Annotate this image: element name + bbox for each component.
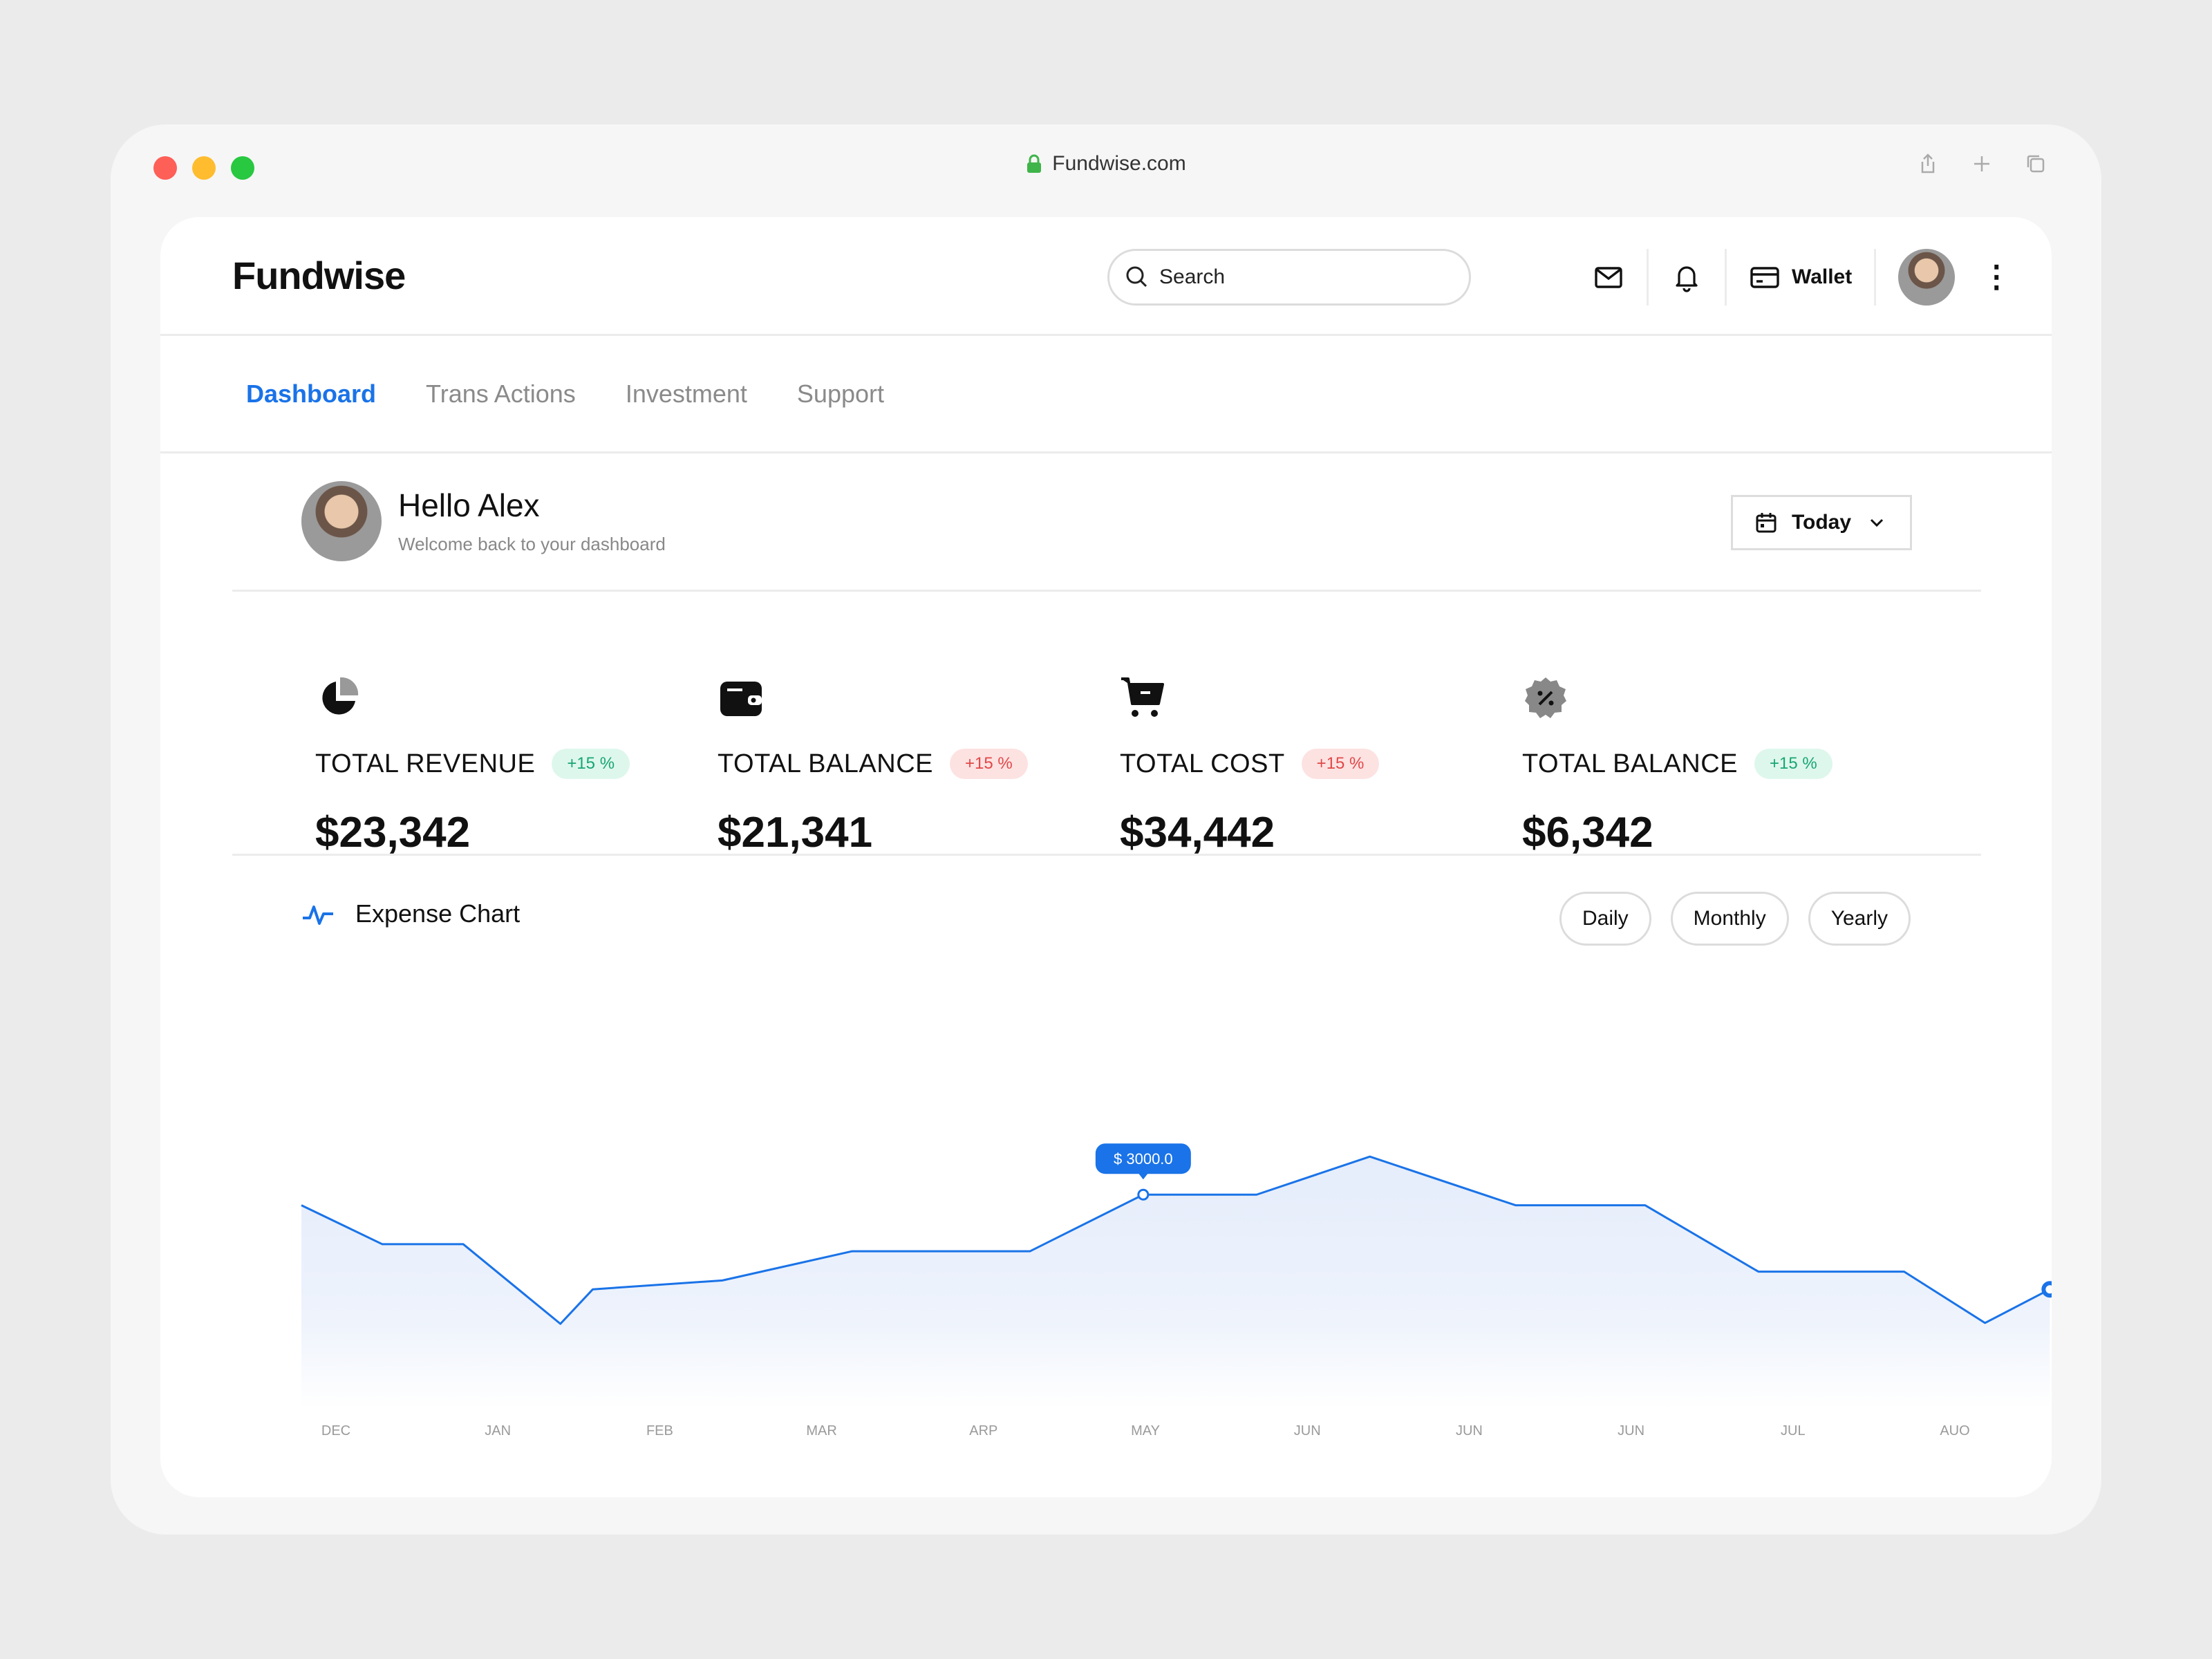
mail-button[interactable] <box>1571 249 1649 306</box>
stats-row: TOTAL REVENUE +15 % $23,342 TOTAL BALANC… <box>232 592 1981 856</box>
stat-label: TOTAL BALANCE <box>1522 749 1738 778</box>
avatar[interactable] <box>1898 249 1956 306</box>
cart-icon <box>1121 677 1164 717</box>
x-tick-label: JUN <box>1618 1423 1644 1438</box>
search-icon <box>1126 266 1147 288</box>
stat-card-balance-2: TOTAL BALANCE +15 % $6,342 <box>1522 675 1882 857</box>
date-range-label: Today <box>1791 511 1852 534</box>
stat-change-badge: +15 % <box>1754 749 1833 779</box>
tab-dashboard[interactable]: Dashboard <box>246 379 377 408</box>
search-box[interactable] <box>1107 249 1471 306</box>
stat-value: $34,442 <box>1120 809 1275 856</box>
discount-badge-icon <box>1525 677 1566 718</box>
date-range-dropdown[interactable]: Today <box>1731 495 1912 550</box>
window-controls <box>153 156 254 180</box>
more-options-icon[interactable]: ⋮ <box>1981 260 2012 294</box>
x-tick-label: FEB <box>646 1423 673 1438</box>
x-tick-label: MAY <box>1131 1423 1160 1438</box>
wallet-button[interactable]: Wallet <box>1727 249 1877 306</box>
bell-icon <box>1676 266 1698 292</box>
top-bar: Fundwise Wallet ⋮ <box>160 217 2052 336</box>
search-input[interactable] <box>1159 265 1436 289</box>
chart-title-group: Expense Chart <box>301 897 520 930</box>
tooltip-pointer <box>1138 1173 1148 1180</box>
header-actions: Wallet ⋮ <box>1571 249 2034 306</box>
browser-window: Fundwise.com Fundwise Wallet <box>111 124 2101 1535</box>
wallet-label: Wallet <box>1792 265 1853 288</box>
x-tick-label: AUO <box>1940 1423 1969 1438</box>
stat-card-revenue: TOTAL REVENUE +15 % $23,342 <box>315 675 675 857</box>
maximize-window-button[interactable] <box>231 156 254 180</box>
calendar-icon <box>1756 513 1777 533</box>
card-icon <box>1750 267 1779 288</box>
stat-label: TOTAL REVENUE <box>315 749 536 778</box>
x-tick-label: JUN <box>1294 1423 1321 1438</box>
x-tick-label: ARP <box>969 1423 997 1438</box>
pie-chart-icon <box>322 677 359 715</box>
stat-value: $21,341 <box>718 809 873 856</box>
period-toggle: Daily Monthly Yearly <box>1559 892 1911 946</box>
mail-icon <box>1595 267 1622 288</box>
dashboard-app: Fundwise Wallet ⋮ <box>160 217 2052 1497</box>
expense-chart-svg: DEC JAN FEB MAR ARP MAY JUN JUN JUN JUL AUO $ 3000… <box>301 1143 2052 1438</box>
stat-label: TOTAL COST <box>1120 749 1285 778</box>
greeting-subtitle: Welcome back to your dashboard <box>398 534 666 554</box>
stat-value: $6,342 <box>1522 809 1653 856</box>
main-tabs: Dashboard Trans Actions Investment Suppo… <box>160 336 2052 453</box>
stat-label: TOTAL BALANCE <box>718 749 934 778</box>
lock-icon <box>1027 154 1042 173</box>
expense-chart: DEC JAN FEB MAR ARP MAY JUN JUN JUN JUL AUO $ 3000… <box>160 966 2052 1497</box>
browser-actions <box>1916 152 2047 176</box>
stat-change-badge: +15 % <box>1301 749 1380 779</box>
period-daily-button[interactable]: Daily <box>1559 892 1651 946</box>
wallet-icon <box>720 682 762 716</box>
chart-area-fill <box>301 1156 2050 1409</box>
app-logo[interactable]: Fundwise <box>232 254 406 297</box>
x-tick-label: JUN <box>1456 1423 1483 1438</box>
highlight-point[interactable] <box>1137 1188 1150 1201</box>
stat-value: $23,342 <box>315 809 471 856</box>
tooltip-box <box>1095 1143 1191 1174</box>
close-window-button[interactable] <box>153 156 177 180</box>
stat-card-balance: TOTAL BALANCE +15 % $21,341 <box>718 675 1077 857</box>
x-tick-label: JUL <box>1781 1423 1806 1438</box>
notifications-button[interactable] <box>1649 249 1727 306</box>
tabs-overview-icon[interactable] <box>2024 152 2047 176</box>
chevron-down-icon <box>1871 518 1884 527</box>
tooltip-label: $ 3000.0 <box>1114 1150 1173 1168</box>
activity-pulse-icon <box>303 906 333 925</box>
profile-menu[interactable]: ⋮ <box>1876 249 2034 306</box>
tab-support[interactable]: Support <box>796 379 884 408</box>
tab-trans-actions[interactable]: Trans Actions <box>426 379 576 408</box>
user-avatar <box>301 481 382 561</box>
tab-investment[interactable]: Investment <box>625 379 747 408</box>
period-yearly-button[interactable]: Yearly <box>1808 892 1911 946</box>
period-monthly-button[interactable]: Monthly <box>1670 892 1789 946</box>
x-tick-label: MAR <box>806 1423 836 1438</box>
url-text: Fundwise.com <box>1052 152 1186 175</box>
stat-change-badge: +15 % <box>950 749 1028 779</box>
end-point-marker[interactable] <box>2041 1281 2052 1298</box>
greeting-title: Hello Alex <box>398 487 540 523</box>
chart-title: Expense Chart <box>355 899 521 928</box>
stat-card-cost: TOTAL COST +15 % $34,442 <box>1120 675 1479 857</box>
address-bar[interactable]: Fundwise.com <box>111 152 2101 176</box>
greeting-section: Hello Alex Welcome back to your dashboar… <box>232 453 1981 592</box>
x-tick-label: DEC <box>321 1423 350 1438</box>
chart-header: Expense Chart Daily Monthly Yearly <box>160 856 2052 966</box>
stat-change-badge: +15 % <box>552 749 630 779</box>
share-icon[interactable] <box>1916 152 1940 176</box>
minimize-window-button[interactable] <box>192 156 216 180</box>
new-tab-icon[interactable] <box>1970 152 1994 176</box>
x-tick-label: JAN <box>485 1423 511 1438</box>
